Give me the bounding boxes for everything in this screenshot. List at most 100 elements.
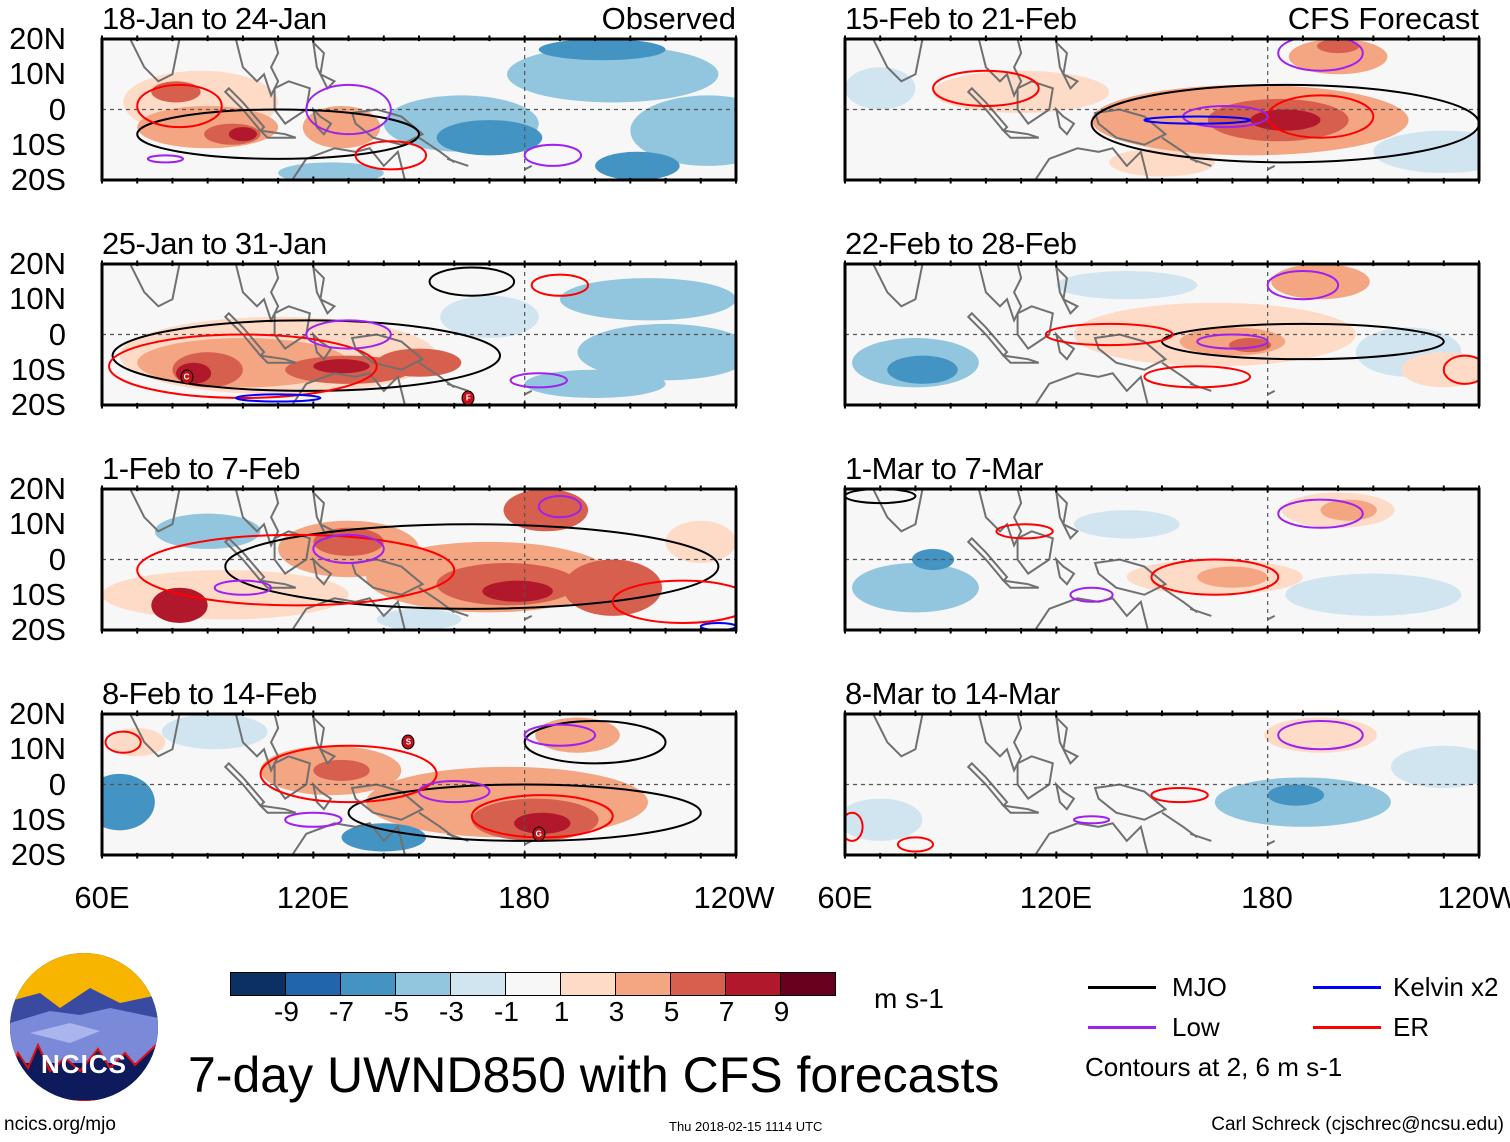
lat-label: 20S [10,612,66,647]
lat-label: 20S [10,162,66,197]
coastline [447,609,468,616]
coastline [1004,581,1039,588]
lat-label: 10S [10,576,66,612]
panel-title: 18-Jan to 24-Jan [102,1,327,36]
tropical-cyclone-marker: C [180,369,194,385]
coastline [292,598,405,630]
mjo-contour [430,268,515,296]
coastline [968,88,1007,130]
colorbar-tick-label: 7 [718,996,735,1027]
wind-anomaly-region [514,812,571,834]
coastline [1268,166,1275,170]
coastline [130,39,179,81]
coastline [261,806,296,813]
colorbar-tick-label: -5 [384,996,409,1027]
wind-anomaly-region [1373,130,1479,173]
wind-anomaly-region [559,278,736,321]
coastline [130,489,179,531]
lat-label: 10S [10,351,66,387]
er-contour [1151,788,1207,802]
coastline [1268,616,1275,620]
low-contour [525,725,595,746]
legend-kelvin-line [1313,986,1381,989]
footer-timestamp: Thu 2018-02-15 1114 UTC [669,1119,823,1134]
coastline [525,391,532,395]
wind-anomaly-region [1073,510,1180,539]
wind-anomaly-region [1401,352,1479,388]
coastline [261,131,296,138]
coastline [236,489,278,545]
er-contour [933,71,1039,106]
wind-anomaly-region [1056,271,1198,300]
low-contour [511,373,567,387]
anomaly-map [102,264,736,405]
wind-anomaly-region [228,127,257,142]
mjo-contour [225,524,718,609]
low-contour [1278,500,1363,528]
colorbar-swatch [396,973,451,995]
low-contour [539,496,581,517]
er-contour [1046,324,1173,345]
map-panel: 1-Feb to 7-Feb 20N 10N 0 10S 20S [9,451,736,647]
coastline [1056,43,1077,89]
wind-anomaly-region [1316,39,1360,54]
mjo-contour [1162,324,1444,359]
lat-label: 20N [9,471,66,506]
logo-text: NCICS [41,1049,127,1079]
footer-author: Carl Schreck (cjschrec@ncsu.edu) [1211,1114,1504,1135]
wind-anomaly-region [1250,109,1321,131]
lat-label: 10N [9,506,66,542]
wind-anomaly-region [151,587,208,623]
lon-label: 120W [1437,880,1510,915]
coastline [1004,356,1039,363]
coastline [1018,306,1053,348]
coastline [352,560,422,595]
colorbar-tick-label: 3 [608,996,625,1027]
coastline [225,763,264,805]
coastline [1095,560,1165,595]
low-contour [1268,271,1338,299]
legend-er-line [1313,1026,1381,1029]
lat-label: 20N [9,696,66,731]
er-contour [261,746,437,802]
panel-source-label: Observed [601,1,736,36]
coastline [1018,756,1053,798]
er-contour [898,837,933,851]
colorbar-swatch [341,973,396,995]
coastline [313,43,334,89]
low-contour [313,535,383,563]
wind-anomaly-region [341,823,427,852]
lat-label: 20S [10,387,66,422]
legend-low-label: Low [1172,1012,1220,1042]
low-contour [306,320,391,348]
wind-anomaly-region [102,773,155,831]
coastline [1095,110,1165,145]
wind-anomaly-region [436,120,543,156]
coastline [261,356,296,363]
wind-anomaly-region [348,274,490,310]
coastline [968,763,1007,805]
coastline [313,718,334,764]
legend-note: Contours at 2, 6 m s-1 [1085,1052,1343,1082]
map-panel: 8-Feb to 14-Feb S G 20N 10N 0 10S 20S [9,676,736,872]
colorbar-swatch [616,973,671,995]
coastline [1018,531,1053,573]
coastline [979,489,1021,545]
er-contour [996,524,1052,538]
colorbar-tick-label: 5 [663,996,680,1027]
wind-anomaly-region [376,608,462,630]
lon-label: 60E [74,880,130,915]
low-contour [1278,35,1363,70]
mjo-contour [349,785,701,841]
coastline [968,538,1007,580]
coastline [873,39,922,81]
coastline [352,110,422,145]
er-contour [1444,356,1486,384]
er-contour [106,732,141,753]
wind-anomaly-region [313,759,370,781]
wind-anomaly-region [482,580,553,602]
lon-label: 120W [693,880,775,915]
wind-anomaly-region [1264,717,1377,753]
ncics-logo: NCICS [10,953,158,1101]
wind-anomaly-region [1271,264,1370,300]
